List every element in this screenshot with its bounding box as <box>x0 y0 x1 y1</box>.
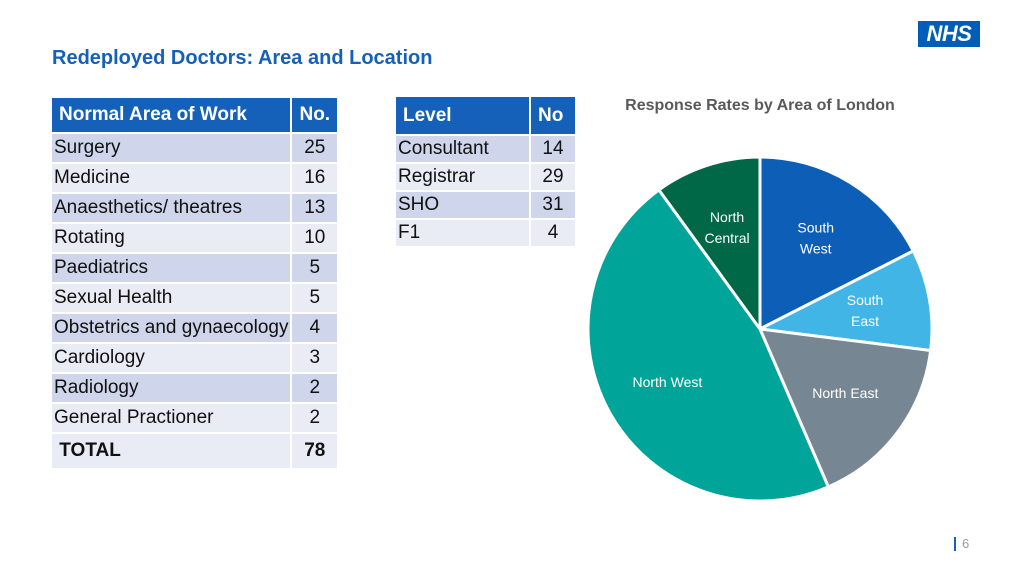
table-row: Registrar 29 <box>396 164 577 192</box>
slice-label-north-west: North West <box>632 374 702 390</box>
area-of-work-table: Normal Area of Work No. Surgery 25 Medici… <box>52 98 340 470</box>
total-value: 78 <box>292 434 340 470</box>
count-cell: 16 <box>292 164 340 194</box>
level-cell: F1 <box>396 220 531 248</box>
table-row: General Practioner 2 <box>52 404 340 434</box>
total-label-text: TOTAL <box>59 440 121 461</box>
area-cell: Obstetrics and gynaecology <box>52 314 293 344</box>
table-row: Sexual Health 5 <box>52 284 340 314</box>
area-cell: Sexual Health <box>52 284 293 314</box>
pie-slice-south-east <box>754 248 934 353</box>
count-cell: 29 <box>531 164 577 192</box>
table-row: Cardiology 3 <box>52 344 340 374</box>
area-cell: Rotating <box>52 224 293 254</box>
area-cell: Cardiology <box>52 344 293 374</box>
level-cell: Consultant <box>396 136 531 164</box>
count-cell: 4 <box>292 314 340 344</box>
table-header-row: Normal Area of Work No. <box>52 98 340 134</box>
count-cell: 10 <box>292 224 340 254</box>
pie-slice-north-east <box>757 327 933 489</box>
page-number-divider <box>954 537 956 551</box>
level-cell: Registrar <box>396 164 531 192</box>
area-cell: Paediatrics <box>52 254 293 284</box>
area-cell: General Practioner <box>52 404 293 434</box>
count-cell: 5 <box>292 254 340 284</box>
table-row: Radiology 2 <box>52 374 340 404</box>
count-cell: 2 <box>292 404 340 434</box>
total-row: TOTAL 78 <box>52 434 340 470</box>
slide-title: Redeployed Doctors: Area and Location <box>52 47 433 69</box>
slice-label-north-central: North Central <box>704 209 749 246</box>
table-row: Surgery 25 <box>52 134 340 164</box>
table-row: Anaesthetics/ theatres 13 <box>52 194 340 224</box>
page-number: 6 <box>962 536 970 551</box>
column-header-level: Level <box>396 97 531 136</box>
level-table: Level No Consultant 14 Registrar 29 SHO 31 … <box>396 97 577 248</box>
table-row: Paediatrics 5 <box>52 254 340 284</box>
slice-label-south-west: South West <box>797 220 834 257</box>
count-cell: 14 <box>531 136 577 164</box>
column-header-count: No. <box>292 98 340 134</box>
area-cell: Surgery <box>52 134 293 164</box>
count-cell: 3 <box>292 344 340 374</box>
pie-slice-north-central <box>656 155 762 334</box>
chart-title: Response Rates by Area of London <box>625 97 895 114</box>
count-cell: 13 <box>292 194 340 224</box>
count-cell: 31 <box>531 192 577 220</box>
pie-slice-north-west <box>586 187 831 503</box>
pie-slice-south-west <box>758 155 916 332</box>
total-label: TOTAL <box>52 434 293 470</box>
table-row: F1 4 <box>396 220 577 248</box>
table-header-row: Level No <box>396 97 577 136</box>
area-cell: Anaesthetics/ theatres <box>52 194 293 224</box>
area-cell: Radiology <box>52 374 293 404</box>
nhs-logo: NHS <box>918 21 980 47</box>
count-cell: 2 <box>292 374 340 404</box>
level-cell: SHO <box>396 192 531 220</box>
table-row: Medicine 16 <box>52 164 340 194</box>
count-cell: 4 <box>531 220 577 248</box>
count-cell: 25 <box>292 134 340 164</box>
slice-label-south-east: South East <box>847 292 884 329</box>
table-row: Consultant 14 <box>396 136 577 164</box>
table-row: Obstetrics and gynaecology 4 <box>52 314 340 344</box>
table-row: SHO 31 <box>396 192 577 220</box>
table-row: Rotating 10 <box>52 224 340 254</box>
column-header-area: Normal Area of Work <box>52 98 293 134</box>
column-header-count: No <box>531 97 577 136</box>
slice-label-north-east: North East <box>812 385 878 401</box>
count-cell: 5 <box>292 284 340 314</box>
area-cell: Medicine <box>52 164 293 194</box>
